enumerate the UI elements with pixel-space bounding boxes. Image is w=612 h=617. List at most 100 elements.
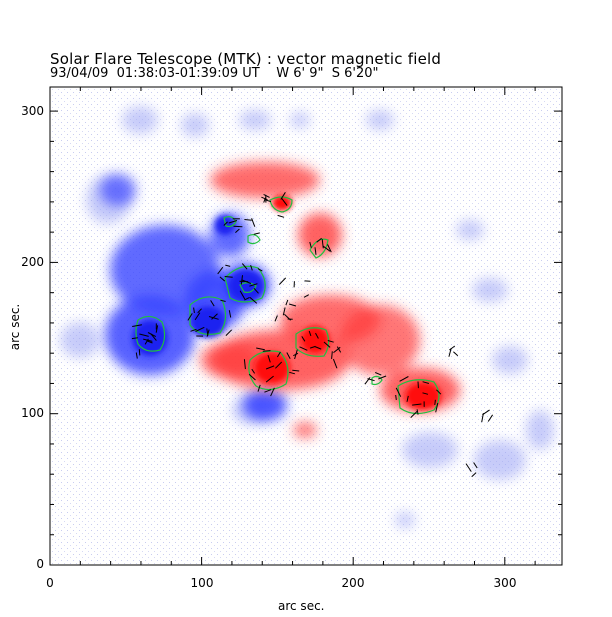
- field-vector: [131, 337, 138, 340]
- field-vector: [332, 358, 338, 369]
- field-vector: [473, 462, 478, 469]
- field-vector: [292, 369, 300, 372]
- field-vector: [434, 399, 436, 406]
- field-vector: [422, 381, 430, 384]
- field-vector: [395, 394, 397, 401]
- field-vector: [309, 345, 316, 349]
- field-vector: [333, 346, 341, 353]
- y-tick-label: 300: [21, 104, 44, 118]
- field-vector: [211, 313, 218, 320]
- field-vector: [267, 355, 271, 363]
- field-vector: [208, 316, 219, 320]
- field-vector: [399, 376, 409, 382]
- field-vector: [301, 336, 306, 342]
- field-vector: [395, 387, 402, 397]
- field-vector: [314, 346, 322, 350]
- field-vector: [282, 307, 286, 316]
- field-vector: [257, 268, 263, 272]
- field-vector: [274, 315, 278, 322]
- field-vector: [243, 359, 246, 370]
- field-vector: [289, 371, 296, 375]
- field-vector: [410, 410, 418, 418]
- field-vector: [314, 247, 317, 255]
- field-vector: [263, 193, 270, 198]
- field-vector: [228, 220, 238, 224]
- field-vector: [228, 310, 232, 318]
- field-vector: [187, 313, 193, 321]
- field-vector: [412, 403, 422, 406]
- field-vector: [155, 325, 159, 333]
- image-subtitle: 93/04/09 01:38:03-01:39:09 UT W 6' 9" S …: [50, 66, 379, 81]
- x-tick-label: 0: [46, 576, 54, 590]
- field-vector: [244, 219, 252, 221]
- field-vector: [436, 389, 442, 395]
- field-vector: [270, 387, 275, 397]
- y-tick-label: 100: [21, 406, 44, 420]
- y-axis-label: arc sec.: [8, 303, 23, 351]
- field-vector: [235, 228, 240, 233]
- transverse-field-vectors: [131, 192, 494, 478]
- field-vector: [241, 263, 248, 270]
- field-vector: [303, 294, 310, 298]
- x-tick-label: 300: [493, 576, 517, 590]
- field-vector: [288, 303, 297, 307]
- field-vector: [257, 384, 261, 392]
- field-vector: [144, 338, 149, 345]
- field-vector: [251, 218, 256, 227]
- field-vector: [316, 237, 322, 243]
- field-vector: [244, 296, 250, 301]
- y-tick-label: 0: [36, 557, 44, 571]
- field-vector: [132, 324, 142, 327]
- field-vector: [194, 312, 201, 321]
- field-vector: [135, 352, 138, 359]
- field-vector: [193, 307, 195, 314]
- field-vector: [465, 463, 472, 472]
- field-vector: [323, 341, 331, 348]
- field-vector: [146, 340, 153, 344]
- field-vector: [219, 276, 226, 282]
- field-vector: [233, 225, 243, 228]
- field-vector: [249, 297, 258, 304]
- field-vector: [206, 329, 210, 337]
- field-vector: [453, 351, 459, 357]
- field-vector: [277, 214, 285, 218]
- field-vector: [275, 361, 283, 369]
- field-vector: [147, 332, 157, 338]
- field-vector: [225, 329, 233, 336]
- field-vector: [241, 279, 252, 284]
- field-vector: [264, 389, 272, 393]
- field-vector: [308, 330, 312, 337]
- field-vector: [262, 350, 271, 352]
- field-vector: [299, 346, 308, 351]
- field-vector: [139, 333, 149, 337]
- image-title: Solar Flare Telescope (MTK) : vector mag…: [50, 50, 442, 68]
- field-vector: [190, 328, 197, 332]
- plot-frame: [49, 86, 563, 566]
- field-contours: [135, 196, 440, 415]
- field-vector: [138, 349, 141, 356]
- field-vector: [448, 348, 452, 357]
- field-vector: [294, 349, 298, 360]
- field-vector: [435, 402, 439, 413]
- field-vector: [225, 264, 231, 267]
- field-vector: [195, 326, 205, 332]
- field-vector: [327, 340, 334, 343]
- x-tick-label: 100: [190, 576, 214, 590]
- field-vector: [250, 264, 253, 271]
- field-vector: [315, 332, 319, 339]
- field-vector: [331, 351, 333, 359]
- field-vector: [449, 345, 456, 351]
- field-vector: [416, 409, 419, 415]
- field-vector: [278, 277, 287, 285]
- field-vector: [285, 299, 289, 306]
- field-vector: [197, 308, 202, 314]
- field-vector: [406, 395, 409, 402]
- field-vector: [286, 352, 291, 359]
- axis-ticks: [49, 87, 562, 566]
- field-vector: [251, 368, 256, 374]
- y-tick-label: 200: [21, 255, 44, 269]
- field-vector: [364, 377, 371, 385]
- field-vector: [240, 275, 243, 285]
- field-vector: [322, 245, 331, 252]
- field-vector: [422, 392, 429, 395]
